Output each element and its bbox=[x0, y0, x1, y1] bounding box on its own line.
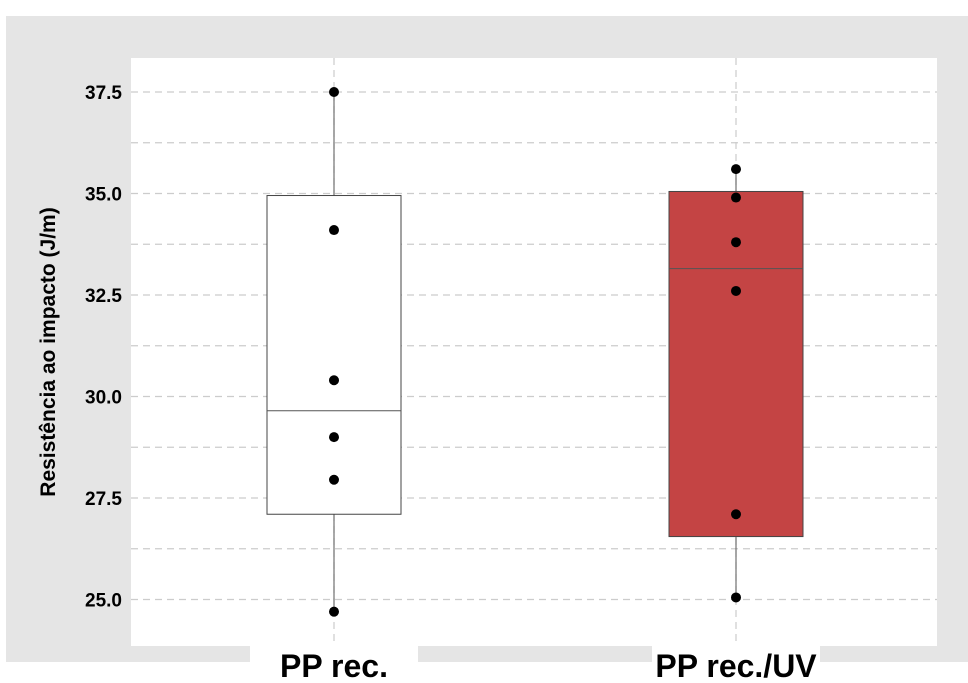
box-iqr bbox=[266, 195, 402, 515]
data-point bbox=[731, 164, 741, 175]
plot-area bbox=[131, 58, 937, 646]
y-tick-label: 30.0 bbox=[85, 388, 122, 409]
box-iqr bbox=[668, 190, 804, 538]
x-label-tab bbox=[652, 646, 820, 678]
y-tick-label: 25.0 bbox=[85, 591, 122, 612]
x-label-tab bbox=[250, 646, 418, 678]
axis-layer: 25.0 27.5 30.0 32.5 35.0 37.5 PP rec. PP rec./U… bbox=[85, 83, 820, 683]
data-point bbox=[731, 237, 741, 248]
x-tick-label: PP rec. bbox=[280, 648, 388, 678]
data-point bbox=[329, 474, 339, 485]
data-point bbox=[329, 375, 339, 386]
data-point bbox=[329, 87, 339, 97]
data-point bbox=[731, 509, 741, 520]
data-point bbox=[329, 432, 339, 443]
y-tick-label: 35.0 bbox=[85, 185, 122, 206]
data-point bbox=[329, 225, 339, 236]
y-tick-label: 37.5 bbox=[85, 83, 122, 104]
box-layer bbox=[266, 87, 804, 617]
grid-layer bbox=[131, 58, 937, 646]
x-tick-label: PP rec./UV bbox=[655, 648, 817, 678]
data-point bbox=[731, 192, 741, 203]
data-point bbox=[329, 606, 339, 617]
y-axis-title: Resistência ao impacto (J/m) bbox=[37, 207, 60, 496]
y-tick-label: 27.5 bbox=[85, 489, 122, 510]
data-point bbox=[731, 592, 741, 603]
data-point bbox=[731, 285, 741, 296]
y-tick-label: 32.5 bbox=[85, 286, 122, 307]
